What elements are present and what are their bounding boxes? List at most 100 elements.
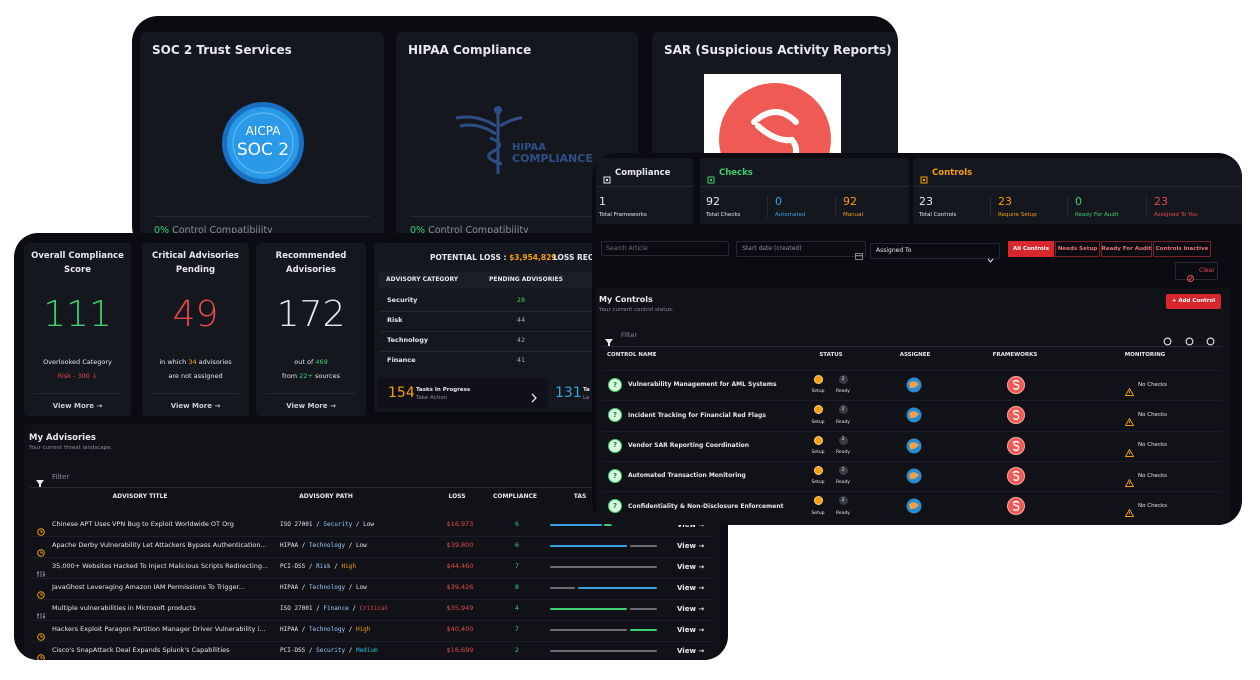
view-link[interactable]: View → — [677, 541, 705, 550]
separator: / — [316, 605, 320, 613]
path-shape — [36, 480, 44, 488]
stat-value: 49 — [172, 294, 219, 336]
rect-shape — [37, 572, 39, 574]
task-bar — [550, 545, 627, 547]
stat-title: Critical Advisories Pending — [152, 251, 239, 275]
filter-input[interactable]: Filter — [621, 331, 638, 340]
view-more-link[interactable]: View More → — [170, 401, 221, 410]
section-title: My Advisories — [29, 432, 96, 443]
row-divider — [30, 577, 714, 579]
clear-label: Clear — [1199, 267, 1215, 275]
category: Finance — [323, 605, 349, 613]
path-shape — [531, 393, 537, 403]
pending-count: 28 — [516, 296, 526, 305]
control-badge — [608, 408, 622, 423]
category: Risk — [316, 563, 331, 571]
column-header: STATUS — [819, 351, 843, 358]
divider — [1067, 196, 1068, 218]
badge-text: ? — [612, 380, 618, 389]
rect-shape — [920, 176, 928, 184]
svg-shape — [36, 480, 44, 488]
warning-icon — [1124, 381, 1135, 396]
view-link[interactable]: View → — [677, 625, 705, 634]
separator: / — [301, 584, 306, 592]
circle-shape — [227, 107, 299, 179]
svg-shape — [1124, 417, 1135, 427]
path-shape — [909, 411, 919, 419]
setup-dot — [814, 496, 823, 506]
svg-shape — [906, 468, 922, 484]
view-more-link[interactable]: View More → — [52, 401, 103, 410]
framework-icon — [1007, 376, 1025, 394]
filter-tab[interactable] — [1101, 241, 1152, 257]
view-link[interactable]: View → — [677, 604, 705, 613]
view-more-link[interactable]: View More → — [286, 401, 336, 410]
stat-text: Overlooked Category — [43, 358, 112, 367]
view-link[interactable]: View → — [677, 562, 705, 571]
summary-card: Controls 23 Total Controls 23 Require Setup 0… — [913, 158, 1242, 224]
svg-shape — [37, 654, 45, 660]
stat-line: from 22+ sources — [256, 372, 366, 381]
column-header: COMPLIANCE — [492, 493, 538, 501]
caption: 0% Control Compatibility — [154, 225, 273, 236]
path-shape — [909, 502, 919, 510]
row-icon — [37, 521, 45, 536]
circle-shape — [37, 528, 45, 536]
separator: / — [316, 521, 320, 529]
add-control-button[interactable] — [1166, 294, 1221, 309]
filter-tab[interactable] — [1153, 241, 1211, 257]
right-panel: Compliance 1 Total Frameworks Checks 92 Total… — [592, 153, 1242, 525]
summary-value: 92 — [706, 195, 720, 209]
path-shape — [455, 115, 541, 136]
advisory-path: ISO 27001 / Finance / Critical — [280, 605, 388, 612]
tab-label: Controls Inactive — [1155, 245, 1209, 252]
divider — [152, 393, 239, 394]
stat-line: Risk - 300 ↓ — [24, 372, 131, 381]
path-shape — [909, 441, 919, 449]
ready-count: 2 — [841, 376, 845, 382]
column-header: TAS — [573, 493, 587, 501]
stat-text: advisories — [196, 358, 232, 367]
view-link[interactable]: View → — [677, 583, 705, 592]
ready-label: Ready — [836, 389, 850, 395]
separator: / — [348, 542, 353, 550]
loss-amount: $39,800 — [446, 541, 474, 550]
column-header: ADVISORY PATH — [299, 493, 353, 501]
separator: / — [348, 647, 353, 655]
logo-text: COMPLIANCE — [512, 152, 593, 166]
percent: 0% — [154, 225, 170, 237]
level: Low — [355, 542, 367, 550]
level: Medium — [355, 647, 378, 655]
filter-tab[interactable] — [1008, 241, 1054, 257]
summary-label: Total Controls — [919, 211, 957, 218]
view-link[interactable]: View → — [677, 646, 705, 655]
advisory-title: Hackers Exploit Paragon Partition Manage… — [52, 625, 266, 634]
advisory-path: HIPAA / Technology / High — [280, 626, 370, 633]
rect-shape — [707, 176, 715, 184]
ready-dot — [838, 405, 848, 415]
task-bar — [550, 587, 575, 589]
ready-label: Ready — [836, 510, 850, 516]
search-input[interactable] — [601, 241, 729, 256]
path-shape — [1124, 417, 1135, 427]
assigned-select[interactable] — [870, 243, 1000, 259]
summary-value: 1 — [599, 195, 606, 209]
clear-button[interactable] — [1175, 262, 1218, 280]
filter-tab[interactable] — [1055, 241, 1100, 257]
toolbar-icon — [1185, 331, 1194, 346]
rect-shape — [43, 616, 45, 618]
ready-label: Ready — [836, 419, 850, 425]
svg-shape — [707, 176, 715, 184]
separator: / — [355, 521, 360, 529]
control-badge — [608, 378, 622, 392]
divider — [410, 216, 624, 217]
task-count: 131 — [555, 384, 582, 401]
filter-input[interactable]: Filter — [52, 472, 70, 481]
compliance-count: 8 — [514, 583, 520, 592]
date-input[interactable] — [736, 241, 866, 257]
divider — [1146, 196, 1147, 218]
logo-text: SOC 2 — [236, 139, 290, 160]
separator: / — [308, 647, 313, 655]
summary-label: Total Frameworks — [599, 211, 647, 218]
badge-text: ? — [612, 411, 618, 420]
